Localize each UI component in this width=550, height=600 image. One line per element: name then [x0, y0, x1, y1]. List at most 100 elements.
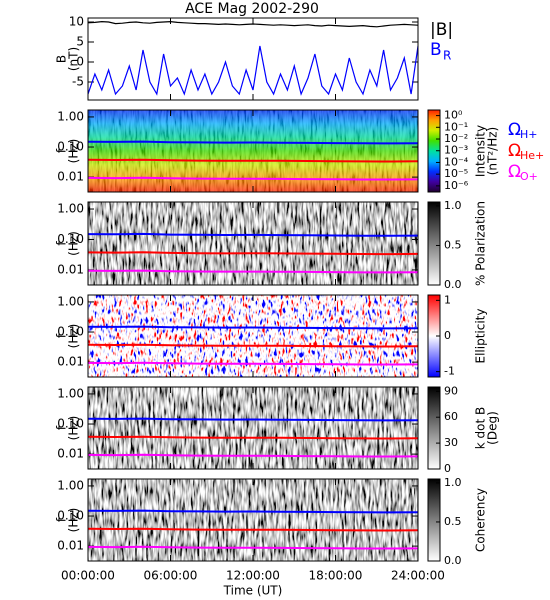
plot-frame — [87, 478, 419, 562]
colorbar-tick-label: 10⁻³ — [444, 144, 468, 157]
y-axis-label: f — [55, 148, 69, 153]
colorbar-label: Intensity — [474, 125, 488, 177]
plot-frame — [87, 109, 419, 193]
colorbar — [427, 386, 441, 470]
colorbar-tick-label: 1.0 — [444, 476, 462, 489]
y-tick-label: 0.10 — [57, 325, 84, 339]
colorbar-tick-label: -1 — [444, 365, 455, 378]
colorbar-tick-label: 90 — [444, 384, 458, 397]
colorbar-label: (nT²/Hz) — [486, 127, 500, 175]
series-line — [87, 158, 419, 163]
colorbar-tick-label: 0 — [444, 462, 451, 475]
y-axis-label: f — [55, 333, 69, 338]
y-axis-label: f — [55, 241, 69, 246]
series-line — [87, 269, 419, 274]
plot-frame — [87, 294, 419, 378]
colorbar-tick-label: 10⁻¹ — [444, 120, 468, 133]
series-line — [87, 527, 419, 532]
y-tick-label: 1.00 — [57, 386, 84, 400]
y-axis-label: (Hz) — [67, 139, 81, 164]
series-line — [87, 417, 419, 422]
y-axis-label: (Hz) — [67, 416, 81, 441]
y-tick-label: 10 — [69, 15, 84, 29]
y-tick-label: 0.10 — [57, 140, 84, 154]
y-tick-label: 0 — [76, 55, 84, 69]
colorbar — [427, 478, 441, 562]
series-line — [87, 509, 419, 514]
colorbar-tick-label: 10⁻² — [444, 132, 468, 145]
series-line — [87, 453, 419, 458]
colorbar-tick-label: 1 — [444, 293, 451, 306]
plot-frame — [87, 386, 419, 470]
legend-subscript: R — [443, 49, 451, 63]
y-axis-label: (Hz) — [67, 508, 81, 533]
colorbar-label: k dot B — [474, 407, 488, 449]
y-tick-label: 1.00 — [57, 109, 84, 123]
colorbar-label: % Polarization — [474, 201, 488, 286]
legend-label: Ω — [508, 141, 521, 161]
y-axis-label: (Hz) — [67, 324, 81, 349]
series-line — [87, 545, 419, 550]
y-tick-label: 0.10 — [57, 509, 84, 523]
colorbar-label: Coherency — [474, 488, 488, 552]
y-axis-label: f — [55, 517, 69, 522]
x-tick-label: 12:00:00 — [226, 569, 280, 583]
colorbar-tick-label: 0.0 — [444, 554, 462, 567]
series-line — [87, 232, 419, 237]
colorbar — [427, 201, 441, 286]
x-tick-label: 18:00:00 — [309, 569, 363, 583]
x-axis-label: Time (UT) — [223, 584, 283, 598]
colorbar-tick-label: 1.0 — [444, 199, 462, 212]
colorbar-tick-label: 0 — [444, 329, 451, 342]
colorbar-tick-label: 0.0 — [444, 278, 462, 291]
series-line — [87, 20, 419, 28]
legend-subscript: O+ — [520, 170, 538, 183]
y-axis-label: (nT) — [67, 47, 81, 71]
colorbar-tick-label: 10⁻⁶ — [444, 179, 469, 192]
y-tick-label: 0.01 — [57, 539, 84, 553]
legend-subscript: He+ — [520, 149, 544, 162]
plot-frame — [87, 201, 419, 286]
legend-label: B — [430, 40, 442, 60]
y-tick-label: 1.00 — [57, 294, 84, 308]
x-tick-label: 00:00:00 — [61, 569, 115, 583]
series-line — [87, 140, 419, 145]
colorbar-tick-label: 10⁻⁵ — [444, 167, 468, 180]
colorbar-tick-label: 0.5 — [444, 238, 462, 251]
series-line — [87, 435, 419, 440]
legend-label: Ω — [508, 120, 521, 140]
y-tick-label: 1.00 — [57, 478, 84, 492]
colorbar-tick-label: 0.5 — [444, 515, 462, 528]
colorbar-label: (Deg) — [486, 411, 500, 445]
colorbar-tick-label: 60 — [444, 410, 458, 423]
y-tick-label: 0.10 — [57, 232, 84, 246]
y-tick-label: 0.01 — [57, 447, 84, 461]
colorbar-label: Ellipticity — [474, 309, 488, 364]
series-line — [87, 325, 419, 330]
y-tick-label: 0.01 — [57, 170, 84, 184]
y-tick-label: 5 — [76, 35, 84, 49]
plot-frame — [87, 17, 419, 101]
chart-title: ACE Mag 2002-290 — [185, 1, 319, 17]
y-axis-label: (Hz) — [67, 231, 81, 256]
series-line — [87, 343, 419, 348]
colorbar-tick-label: 10⁻⁴ — [444, 155, 469, 168]
series-line — [87, 361, 419, 366]
legend-label: Ω — [508, 162, 521, 182]
y-axis-label: f — [55, 425, 69, 430]
series-line — [87, 251, 419, 256]
y-tick-label: 1.00 — [57, 202, 84, 216]
x-tick-label: 24:00:00 — [391, 569, 445, 583]
series-line — [87, 45, 419, 96]
legend-label: |B| — [430, 20, 453, 40]
y-axis-label: B — [55, 55, 69, 63]
y-tick-label: 0.01 — [57, 262, 84, 276]
y-tick-label: 0.01 — [57, 355, 84, 369]
y-tick-label: 0.10 — [57, 417, 84, 431]
series-line — [87, 176, 419, 181]
y-tick-label: -5 — [72, 75, 84, 89]
colorbar-tick-label: 10⁰ — [444, 109, 463, 122]
colorbar-tick-label: 30 — [444, 436, 458, 449]
legend-subscript: H+ — [520, 128, 538, 141]
